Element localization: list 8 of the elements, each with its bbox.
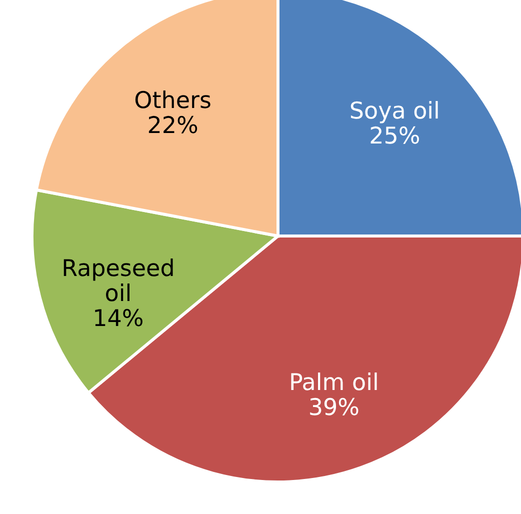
slice-label: Rapeseed oil xyxy=(62,256,175,308)
slice-label: Others xyxy=(134,88,212,114)
data-label: 22% xyxy=(147,112,198,139)
data-label: 14% xyxy=(92,306,144,332)
slice-label: Soya oil xyxy=(349,98,440,124)
data-label: 25% xyxy=(369,123,420,150)
data-label: 39% xyxy=(308,395,360,422)
slice-label: Palm oil xyxy=(288,370,379,396)
